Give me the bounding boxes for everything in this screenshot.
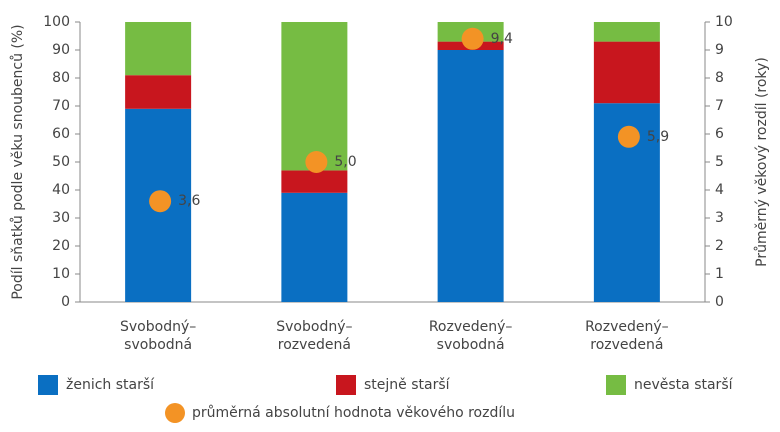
dot [617, 125, 640, 148]
y2-tick-label: 3 [715, 210, 724, 226]
y2-tick-label: 2 [715, 238, 724, 254]
data-label: 5,0 [334, 154, 356, 170]
legend-label: průměrná absolutní hodnota věkového rozd… [192, 405, 515, 421]
x-tick-label: Svobodný– svobodná [120, 319, 197, 353]
y-tick-label: 0 [61, 294, 70, 310]
bar-segment [281, 192, 348, 302]
x-tick-label: Svobodný– rozvedená [276, 319, 353, 353]
y2-tick-label: 0 [715, 294, 724, 310]
y-tick-label: 60 [52, 126, 70, 142]
legend-label: stejně starší [364, 377, 451, 393]
bar-segment [281, 170, 348, 193]
y-axis-label: Podíl sňatků podle věku snoubenců (%) [10, 24, 26, 299]
bar-segment [125, 75, 192, 109]
y-tick-label: 100 [43, 14, 70, 30]
x-tick-label: Rozvedený– rozvedená [585, 319, 669, 353]
x-tick-label: Rozvedený– svobodná [428, 319, 513, 353]
data-label: 9,4 [491, 31, 513, 47]
y-tick-label: 30 [52, 210, 70, 226]
y2-tick-label: 5 [715, 154, 724, 170]
bar-segment [593, 22, 660, 42]
y-tick-label: 70 [52, 98, 70, 114]
dot [305, 151, 328, 173]
y2-tick-label: 8 [715, 70, 724, 86]
bar-segment [593, 41, 660, 104]
y-tick-label: 90 [52, 42, 70, 58]
legend-marker [165, 403, 185, 423]
y-tick-label: 10 [52, 266, 70, 282]
legend-label: nevěsta starší [634, 377, 734, 393]
dot [149, 190, 172, 213]
dot [461, 27, 484, 50]
y2-tick-label: 6 [715, 126, 724, 142]
data-label: 3,6 [178, 193, 200, 209]
bar-segment [437, 50, 504, 302]
y-tick-label: 80 [52, 70, 70, 86]
y-tick-label: 20 [52, 238, 70, 254]
y2-tick-label: 10 [715, 14, 733, 30]
bar-segment [125, 22, 192, 76]
y2-tick-label: 9 [715, 42, 724, 58]
legend-marker [336, 375, 356, 395]
y2-tick-label: 7 [715, 98, 724, 114]
legend-marker [38, 375, 58, 395]
data-label: 5,9 [647, 129, 669, 145]
y2-tick-label: 4 [715, 182, 724, 198]
legend-label: ženich starší [66, 377, 155, 393]
y2-tick-label: 1 [715, 266, 724, 282]
bar-segment [281, 22, 348, 171]
y-tick-label: 40 [52, 182, 70, 198]
legend-marker [606, 375, 626, 395]
y2-axis-label: Průměrný věkový rozdíl (roky) [754, 57, 770, 267]
y-tick-label: 50 [52, 154, 70, 170]
